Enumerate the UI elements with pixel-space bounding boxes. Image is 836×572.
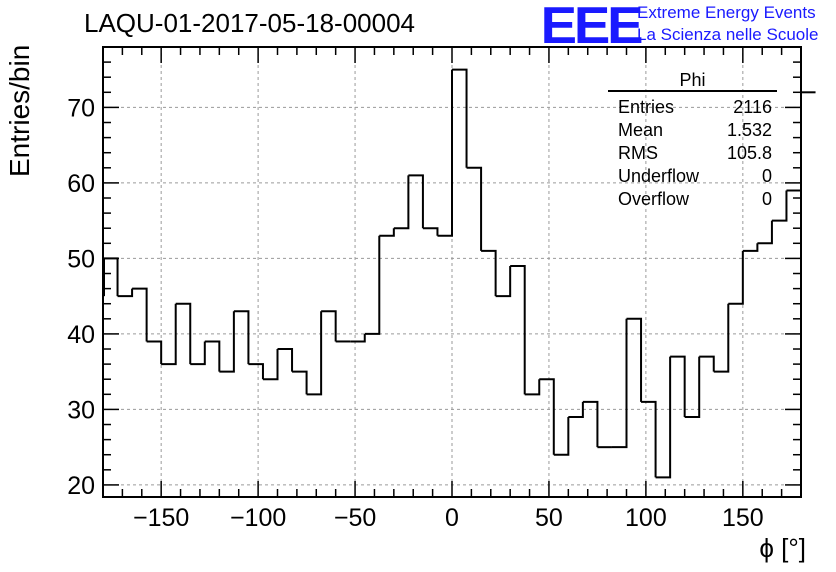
x-tick-label: −150 <box>133 504 189 532</box>
stats-row-overflow: Overflow 0 <box>610 188 772 211</box>
histogram-bin <box>262 349 279 381</box>
x-tick-label: 150 <box>722 504 764 532</box>
x-tick-label: −100 <box>230 504 286 532</box>
x-tick-label: 50 <box>535 504 563 532</box>
logo-line-1: Extreme Energy Events <box>637 3 816 22</box>
histogram-bin <box>713 303 730 373</box>
stats-row-entries: Entries 2116 <box>610 96 772 119</box>
stats-row-underflow: Underflow 0 <box>610 165 772 188</box>
stats-value: 0 <box>761 189 772 209</box>
histogram-bin <box>132 287 148 342</box>
histogram-bin <box>655 356 672 479</box>
histogram-bin <box>146 340 163 365</box>
stats-label: Underflow <box>618 166 700 186</box>
histogram-bin <box>437 69 453 237</box>
histogram-bin <box>306 311 323 396</box>
histogram-bin <box>379 228 395 237</box>
histogram-bin <box>699 355 715 372</box>
histogram-bin <box>771 190 788 222</box>
histogram-bin <box>408 174 424 229</box>
histogram-bin <box>524 379 541 396</box>
chart-title: LAQU-01-2017-05-18-00004 <box>84 8 415 38</box>
histogram-bin <box>641 400 657 478</box>
x-tick-label: 100 <box>625 504 667 532</box>
eee-logo: EEE <box>540 0 644 55</box>
histogram-bin <box>175 302 192 365</box>
histogram-bin <box>568 401 584 418</box>
x-tick-label: 0 <box>445 504 459 532</box>
histogram-bin <box>233 310 250 365</box>
histogram-bin <box>292 370 308 395</box>
stats-value: 2116 <box>733 97 772 117</box>
histogram-bin <box>248 363 264 380</box>
histogram-bin <box>117 288 134 298</box>
histogram-bin <box>277 348 294 372</box>
y-tick-label: 40 <box>67 321 95 349</box>
y-tick-label: 20 <box>67 472 95 500</box>
tick-labels: −150 −100 −50 0 50 100 150 20 30 40 50 60 70 <box>67 94 764 532</box>
stats-box: Phi Entries 2116 Mean 1.532 RMS 105.8 Un… <box>608 70 777 211</box>
histogram-bin <box>495 265 512 298</box>
stats-label: Mean <box>618 120 664 140</box>
histogram-bin <box>321 310 337 342</box>
stats-value: 105.8 <box>726 143 772 163</box>
histogram-bin <box>539 378 555 455</box>
histogram-bin <box>728 250 744 305</box>
y-tick-label: 60 <box>67 170 95 198</box>
y-axis-label: Entries/bin <box>4 44 35 177</box>
y-tick-label: 50 <box>67 245 95 273</box>
axis-ticks <box>102 47 802 497</box>
histogram-bin <box>510 264 526 395</box>
histogram-bin <box>204 340 221 372</box>
histogram-bin <box>742 243 759 252</box>
histogram-bin <box>626 317 643 402</box>
histogram-bin <box>364 235 381 335</box>
y-tick-label: 30 <box>67 396 95 424</box>
histogram-bin <box>190 341 206 366</box>
histogram-bin <box>481 249 497 297</box>
stats-row-rms: RMS 105.8 <box>610 142 772 165</box>
histogram-bin <box>103 257 119 297</box>
histogram-bin <box>611 318 628 449</box>
histogram-bin <box>466 166 483 251</box>
histogram-bin <box>582 400 599 448</box>
histogram-bin <box>219 311 235 373</box>
stats-label: Overflow <box>618 189 690 209</box>
stats-label: RMS <box>618 143 658 163</box>
histogram-bin <box>350 333 366 343</box>
stats-value: 1.532 <box>726 120 772 140</box>
histogram-bin <box>393 175 410 230</box>
histogram-bin <box>757 220 773 245</box>
histogram-bin <box>553 416 570 456</box>
histogram-bin <box>161 303 177 366</box>
histogram-bin <box>452 68 468 168</box>
stats-row-mean: Mean 1.532 <box>610 119 772 142</box>
x-axis-label: ϕ [°] <box>759 533 806 563</box>
histogram-bin <box>422 227 439 236</box>
histogram-bin <box>684 356 701 418</box>
stats-label: Entries <box>618 97 675 117</box>
y-tick-label: 70 <box>67 94 95 122</box>
stats-value: 0 <box>761 166 772 186</box>
stats-title: Phi <box>608 70 777 92</box>
logo-line-2: La Scienza nelle Scuole <box>637 25 819 44</box>
x-tick-label: −50 <box>334 504 376 532</box>
histogram-bin <box>670 355 686 417</box>
